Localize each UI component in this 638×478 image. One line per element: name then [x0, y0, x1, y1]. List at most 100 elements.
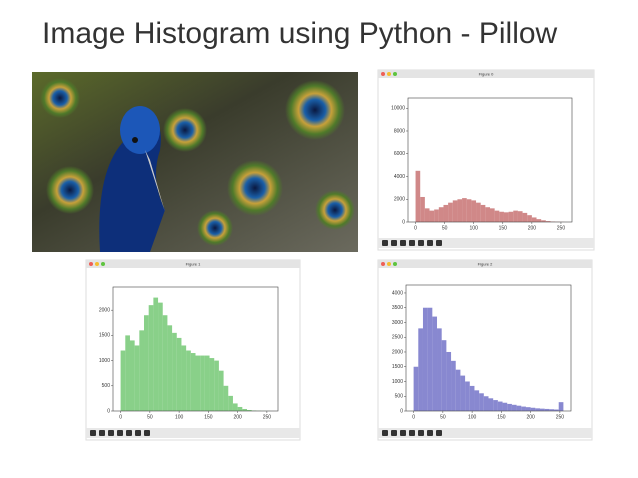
title-bar	[86, 260, 300, 268]
toolbar-icon	[90, 430, 96, 436]
histogram-bar	[432, 316, 438, 411]
figure-window: Figure 0 0 50 100 150 200 250 0 2000 4000 6000 8000…	[377, 69, 595, 251]
window-button	[381, 262, 385, 266]
histogram-bar	[516, 405, 522, 411]
y-tick-label: 1000	[99, 358, 110, 364]
window-title: Figure 0	[479, 72, 494, 77]
histogram-bar	[223, 385, 229, 411]
histogram-bar	[494, 210, 500, 222]
toolbar-icon	[108, 430, 114, 436]
histogram-bar	[497, 401, 503, 411]
histogram-bar	[476, 202, 481, 222]
toolbar	[378, 238, 594, 248]
figure-window: Figure 20 50 100 150 200 25005001000150020002…	[377, 259, 593, 441]
histogram-bar	[190, 353, 196, 411]
y-tick-label: 10000	[391, 106, 405, 112]
histogram-bar	[474, 390, 480, 411]
y-tick-label: 2500	[392, 335, 403, 341]
histogram-bar	[125, 335, 130, 411]
y-tick-label: 4000	[392, 290, 403, 296]
window-button	[387, 262, 391, 266]
toolbar	[378, 428, 592, 438]
histogram-bar	[413, 366, 419, 411]
toolbar-icon	[391, 240, 397, 246]
histogram-bar	[521, 406, 526, 411]
histogram-bar	[167, 325, 173, 411]
y-tick-label: 3500	[392, 305, 403, 311]
histogram-bar	[214, 360, 219, 411]
x-tick-label: 100	[468, 414, 477, 420]
histogram-bar	[452, 200, 458, 222]
histogram-bar	[502, 402, 508, 411]
histogram-bar	[424, 208, 430, 222]
histogram-bar	[427, 307, 433, 411]
histogram-bar	[120, 350, 126, 411]
y-tick-label: 0	[107, 408, 110, 414]
toolbar-icon	[391, 430, 397, 436]
y-tick-label: 2000	[394, 197, 405, 203]
histogram-bar	[242, 408, 247, 411]
x-tick-label: 150	[204, 414, 213, 420]
toolbar-icon	[409, 240, 415, 246]
toolbar-icon	[126, 430, 132, 436]
histogram-bar	[134, 345, 140, 411]
x-tick-label: 200	[526, 414, 535, 420]
histogram-bar	[246, 409, 252, 411]
histogram-bar	[488, 398, 494, 411]
toolbar-icon	[418, 240, 424, 246]
toolbar	[86, 428, 300, 438]
histogram-bar	[446, 351, 452, 411]
x-tick-label: 150	[499, 225, 508, 231]
title-bar	[378, 260, 592, 268]
plot-frame	[112, 286, 279, 412]
window-frame	[377, 69, 595, 251]
histogram-bar	[228, 395, 233, 411]
window-button	[387, 72, 391, 76]
histogram-bar	[493, 400, 498, 411]
histogram-bar	[443, 204, 449, 222]
histogram-bar	[465, 381, 470, 411]
window-button	[381, 72, 385, 76]
histogram-bar	[181, 345, 187, 411]
histogram-bar	[441, 340, 447, 411]
histogram-bar	[232, 403, 238, 411]
window-button	[95, 262, 99, 266]
histogram-bar	[434, 209, 439, 222]
peacock-photo	[32, 72, 358, 252]
histogram-bar	[513, 210, 518, 222]
y-tick-label: 8000	[394, 128, 405, 134]
y-tick-label: 4000	[394, 174, 405, 180]
x-tick-label: 50	[440, 414, 446, 420]
x-tick-label: 50	[442, 225, 448, 231]
histogram-bar	[429, 210, 435, 222]
histogram-bar	[204, 355, 210, 411]
y-tick-label: 1500	[99, 333, 110, 339]
histogram-bar	[129, 340, 135, 411]
window-button	[393, 262, 397, 266]
histogram-bar	[527, 215, 532, 222]
figure-window: Figure 1 0 50 100 150 200 250 0 500 1000 1500 2000	[85, 259, 301, 441]
histogram-bar	[158, 302, 163, 411]
histogram-bar	[448, 202, 453, 222]
toolbar-icon	[400, 430, 406, 436]
histogram-bar	[544, 408, 550, 411]
histogram-bar	[200, 355, 205, 411]
histogram-bar	[485, 207, 490, 222]
histogram-bar	[415, 170, 421, 222]
histogram-bar	[462, 198, 467, 222]
x-tick-label: 0	[119, 414, 122, 420]
histogram-bar	[162, 315, 168, 411]
toolbar-icon	[117, 430, 123, 436]
y-tick-label: 3000	[392, 320, 403, 326]
histogram-bar	[549, 409, 555, 411]
histogram-bar	[176, 337, 182, 411]
histogram-bar	[536, 219, 542, 222]
histogram-bar	[186, 350, 191, 411]
histogram-bar	[508, 211, 514, 222]
histogram-bar	[511, 404, 517, 411]
slide-title: Image Histogram using Python - Pillow	[42, 17, 558, 50]
histogram-bar	[172, 332, 177, 411]
y-tick-label: 0	[402, 219, 405, 225]
histogram-bar	[460, 375, 466, 411]
